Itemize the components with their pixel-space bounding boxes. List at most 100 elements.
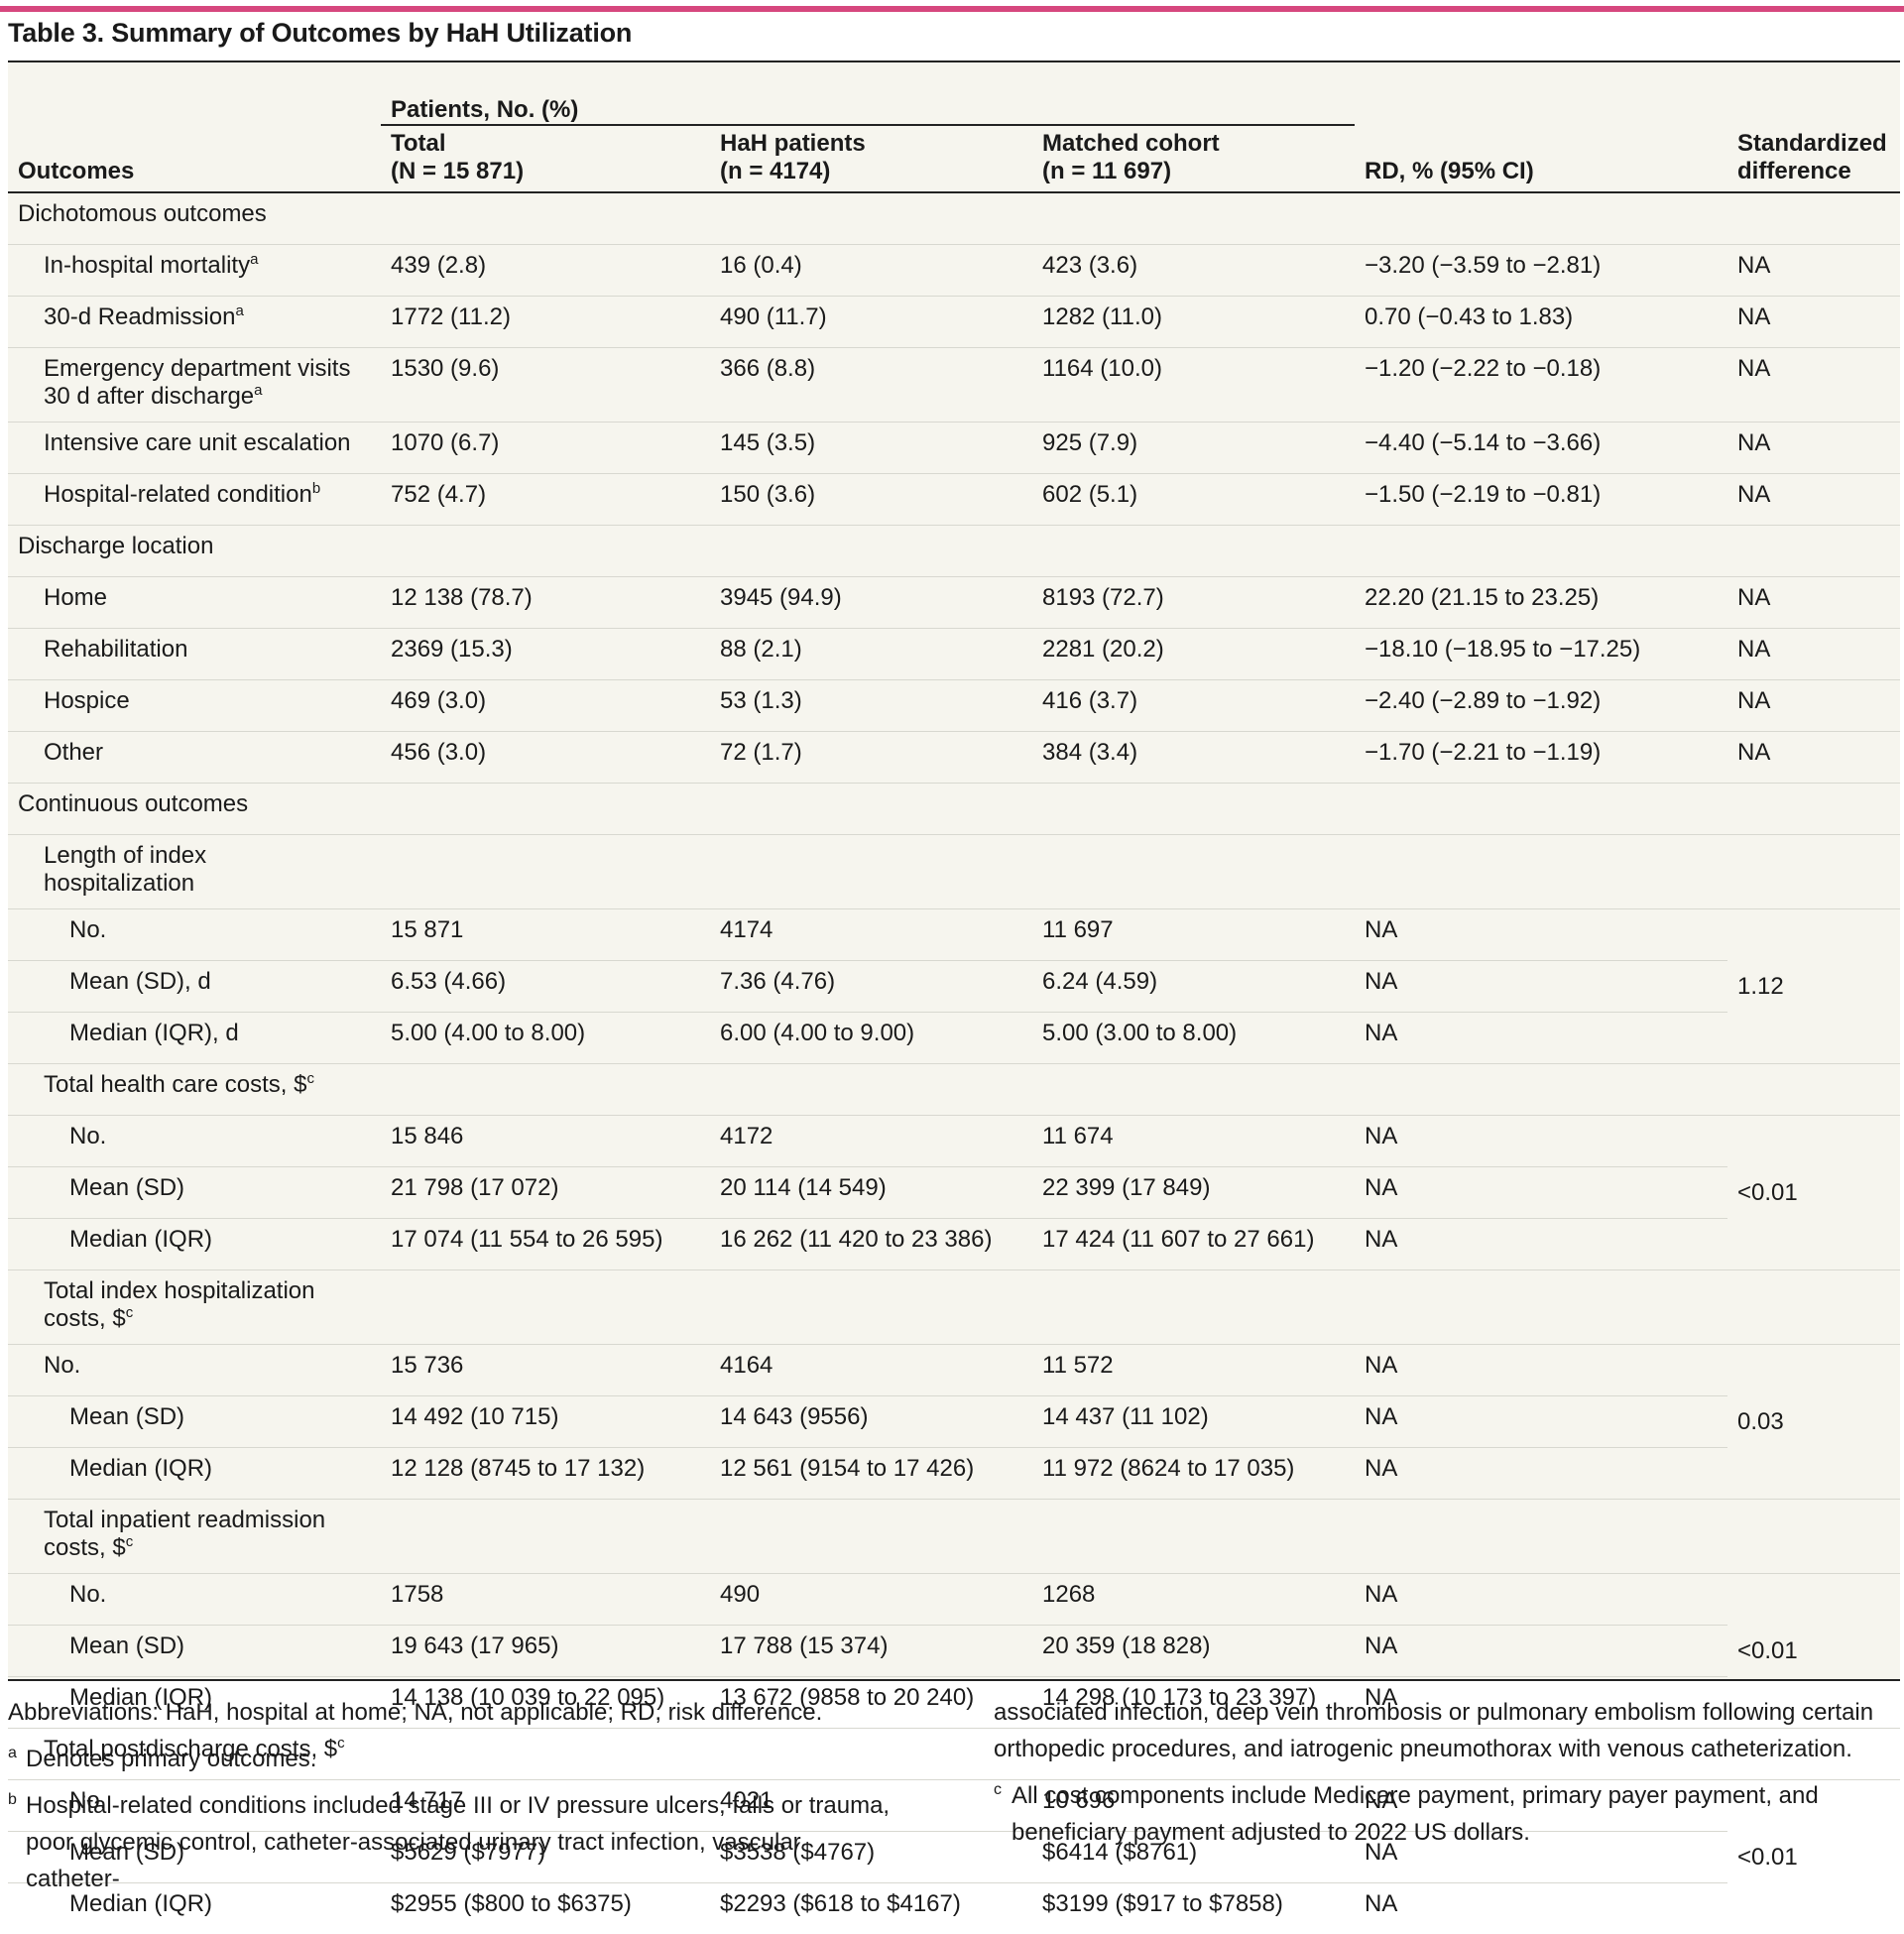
cell-matched: 416 (3.7): [1032, 680, 1355, 732]
cell-total: 469 (3.0): [381, 680, 710, 732]
table-row: Median (IQR) 12 128 (8745 to 17 132) 12 …: [8, 1448, 1900, 1500]
cell-matched: 1164 (10.0): [1032, 348, 1355, 423]
cell-hah: 88 (2.1): [710, 629, 1032, 680]
cell-matched: 1282 (11.0): [1032, 297, 1355, 348]
cell-total: 752 (4.7): [381, 474, 710, 526]
cell-hah: 53 (1.3): [710, 680, 1032, 732]
cell-matched: 1268: [1032, 1574, 1355, 1626]
cell-rd: NA: [1355, 1013, 1727, 1064]
row-label: Median (IQR), d: [8, 1013, 381, 1064]
table-row: Mean (SD) 21 798 (17 072) 20 114 (14 549…: [8, 1167, 1900, 1219]
cell-hah: 366 (8.8): [710, 348, 1032, 423]
row-label: No.: [8, 1574, 381, 1626]
cell-total: 14 492 (10 715): [381, 1396, 710, 1448]
cell-sd: NA: [1727, 629, 1900, 680]
row-label: In-hospital mortalitya: [8, 245, 381, 297]
header-patients-group: Patients, No. (%): [381, 62, 1355, 125]
cell-matched: $3199 ($917 to $7858): [1032, 1883, 1355, 1934]
table-row: No. 1758 490 1268 NA <0.01: [8, 1574, 1900, 1626]
cell-matched: 602 (5.1): [1032, 474, 1355, 526]
cell-rd: 22.20 (21.15 to 23.25): [1355, 577, 1727, 629]
cell-rd: −3.20 (−3.59 to −2.81): [1355, 245, 1727, 297]
cell-matched: 11 697: [1032, 909, 1355, 961]
cell-rd: NA: [1355, 1116, 1727, 1167]
row-label: Other: [8, 732, 381, 784]
table-row: Mean (SD), d 6.53 (4.66) 7.36 (4.76) 6.2…: [8, 961, 1900, 1013]
table-bottom-rule: [8, 1679, 1900, 1681]
cell-sd: <0.01: [1727, 1116, 1900, 1270]
cell-total: 12 138 (78.7): [381, 577, 710, 629]
row-label: Median (IQR): [8, 1219, 381, 1270]
cell-rd: −18.10 (−18.95 to −17.25): [1355, 629, 1727, 680]
row-label: Median (IQR): [8, 1448, 381, 1500]
cell-matched: 8193 (72.7): [1032, 577, 1355, 629]
table-row: Other 456 (3.0) 72 (1.7) 384 (3.4) −1.70…: [8, 732, 1900, 784]
footnote-b: b Hospital-related conditions included s…: [8, 1787, 900, 1897]
header-hah: HaH patients(n = 4174): [710, 125, 1032, 192]
accent-bar: [0, 6, 1904, 12]
row-label: Mean (SD), d: [8, 961, 381, 1013]
cell-total: 2369 (15.3): [381, 629, 710, 680]
row-label: No.: [8, 1345, 381, 1396]
cell-rd: NA: [1355, 961, 1727, 1013]
cell-total: 6.53 (4.66): [381, 961, 710, 1013]
subsection-label: Total health care costs, $c: [8, 1064, 1900, 1116]
cell-total: 12 128 (8745 to 17 132): [381, 1448, 710, 1500]
cell-matched: 384 (3.4): [1032, 732, 1355, 784]
cell-sd: NA: [1727, 245, 1900, 297]
cell-rd: −4.40 (−5.14 to −3.66): [1355, 423, 1727, 474]
cell-total: 456 (3.0): [381, 732, 710, 784]
cell-matched: 6.24 (4.59): [1032, 961, 1355, 1013]
cell-sd: NA: [1727, 680, 1900, 732]
section-label: Discharge location: [8, 526, 1900, 577]
row-label: 30-d Readmissiona: [8, 297, 381, 348]
cell-rd: −1.50 (−2.19 to −0.81): [1355, 474, 1727, 526]
cell-matched: 11 972 (8624 to 17 035): [1032, 1448, 1355, 1500]
cell-rd: 0.70 (−0.43 to 1.83): [1355, 297, 1727, 348]
cell-hah: 12 561 (9154 to 17 426): [710, 1448, 1032, 1500]
cell-rd: NA: [1355, 1396, 1727, 1448]
cell-matched: 423 (3.6): [1032, 245, 1355, 297]
cell-hah: 490: [710, 1574, 1032, 1626]
page: Table 3. Summary of Outcomes by HaH Util…: [0, 0, 1904, 1857]
section-row: Dichotomous outcomes: [8, 192, 1900, 245]
cell-sd: NA: [1727, 348, 1900, 423]
cell-matched: 17 424 (11 607 to 27 661): [1032, 1219, 1355, 1270]
row-label: No.: [8, 1116, 381, 1167]
table-row: Median (IQR) 17 074 (11 554 to 26 595) 1…: [8, 1219, 1900, 1270]
cell-matched: 11 572: [1032, 1345, 1355, 1396]
cell-hah: 490 (11.7): [710, 297, 1032, 348]
cell-sd: NA: [1727, 732, 1900, 784]
footnote-mark: b: [8, 1781, 17, 1818]
cell-total: 15 871: [381, 909, 710, 961]
table-row: No. 15 736 4164 11 572 NA 0.03: [8, 1345, 1900, 1396]
cell-matched: 2281 (20.2): [1032, 629, 1355, 680]
cell-rd: NA: [1355, 909, 1727, 961]
table-row: No. 15 846 4172 11 674 NA <0.01: [8, 1116, 1900, 1167]
row-label: Hospital-related conditionb: [8, 474, 381, 526]
table-title: Table 3. Summary of Outcomes by HaH Util…: [8, 18, 632, 49]
table-row: 30-d Readmissiona 1772 (11.2) 490 (11.7)…: [8, 297, 1900, 348]
footnote-mark: a: [8, 1735, 17, 1771]
section-label: Dichotomous outcomes: [8, 192, 1900, 245]
cell-hah: 150 (3.6): [710, 474, 1032, 526]
table-container: Outcomes Patients, No. (%) RD, % (95% CI…: [8, 62, 1900, 1679]
footnote-c: c All cost components include Medicare p…: [994, 1777, 1900, 1851]
cell-hah: 4172: [710, 1116, 1032, 1167]
footnote-a: a Denotes primary outcomes.: [8, 1741, 900, 1777]
footnote-abbreviations: Abbreviations: HaH, hospital at home; NA…: [8, 1694, 900, 1731]
cell-hah: 17 788 (15 374): [710, 1626, 1032, 1677]
cell-total: 1758: [381, 1574, 710, 1626]
cell-rd: −1.20 (−2.22 to −0.18): [1355, 348, 1727, 423]
cell-total: 21 798 (17 072): [381, 1167, 710, 1219]
subsection-row: Total health care costs, $c: [8, 1064, 1900, 1116]
cell-total: 15 736: [381, 1345, 710, 1396]
cell-matched: 11 674: [1032, 1116, 1355, 1167]
cell-hah: 4174: [710, 909, 1032, 961]
cell-matched: 22 399 (17 849): [1032, 1167, 1355, 1219]
cell-total: 19 643 (17 965): [381, 1626, 710, 1677]
cell-rd: NA: [1355, 1219, 1727, 1270]
